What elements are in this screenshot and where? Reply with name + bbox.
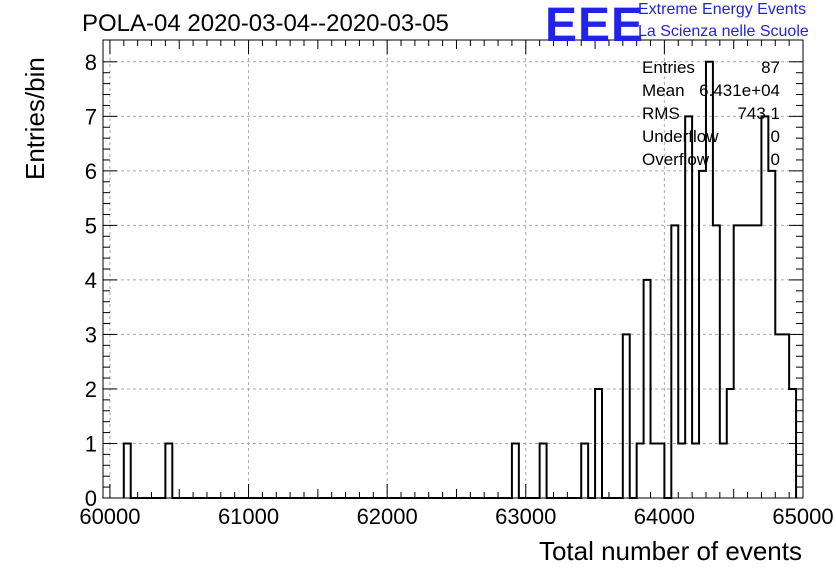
- stat-label: Mean: [642, 81, 685, 100]
- stat-value: 743.1: [737, 104, 780, 123]
- histogram-bin: [789, 389, 796, 498]
- histogram-outline: [122, 60, 798, 499]
- histogram-bin: [720, 443, 727, 498]
- histogram-bin: [775, 334, 782, 498]
- stat-row-rms: RMS 743.1: [642, 104, 780, 127]
- x-tick-label: 60000: [79, 504, 140, 529]
- histogram-bin: [782, 334, 789, 498]
- stat-label: RMS: [642, 104, 680, 123]
- x-tick-label: 65000: [772, 504, 833, 529]
- stats-box: Entries 87 Mean 6.431e+04 RMS 743.1 Unde…: [642, 58, 780, 173]
- stat-row-underflow: Underflow 0: [642, 127, 780, 150]
- histogram-bin: [124, 443, 131, 498]
- x-axis-title: Total number of events: [538, 536, 802, 566]
- y-axis-title: Entries/bin: [20, 57, 50, 180]
- histogram-bin: [644, 280, 651, 498]
- stat-value: 6.431e+04: [699, 81, 780, 100]
- histogram-bin: [581, 443, 588, 498]
- histogram-bin: [671, 225, 678, 498]
- logo-line-1: Extreme Energy Events: [638, 1, 807, 18]
- histogram-bin: [741, 225, 748, 498]
- stat-label: Overflow: [642, 150, 710, 169]
- y-tick-label: 8: [85, 50, 97, 75]
- histogram-bin: [623, 334, 630, 498]
- y-tick-label: 1: [85, 431, 97, 456]
- stat-value: 0: [770, 150, 780, 169]
- stat-row-mean: Mean 6.431e+04: [642, 81, 780, 104]
- y-tick-label: 7: [85, 104, 97, 129]
- histogram-bin: [651, 443, 658, 498]
- chart-title: POLA-04 2020-03-04--2020-03-05: [82, 10, 449, 37]
- histogram-bin: [637, 443, 644, 498]
- histogram-bin: [727, 389, 734, 498]
- y-tick-label: 5: [85, 213, 97, 238]
- eee-logo-mark: EEE: [545, 0, 645, 52]
- stat-row-overflow: Overflow 0: [642, 150, 780, 173]
- logo-line-2: La Scienza nelle Scuole: [638, 23, 809, 40]
- histogram-bin: [595, 389, 602, 498]
- histogram-bin: [540, 443, 547, 498]
- x-tick-label: 63000: [495, 504, 556, 529]
- histogram-bin: [685, 116, 692, 498]
- stat-label: Underflow: [642, 127, 719, 146]
- histogram-bin: [165, 443, 172, 498]
- histogram-bin: [734, 225, 741, 498]
- histogram-bin: [713, 225, 720, 498]
- histogram-bin: [657, 443, 664, 498]
- histogram-bin: [748, 225, 755, 498]
- histogram-bin: [754, 225, 761, 498]
- stat-label: Entries: [642, 58, 695, 77]
- x-tick-label: 64000: [634, 504, 695, 529]
- histogram-bin: [512, 443, 519, 498]
- stat-value: 0: [770, 127, 780, 146]
- x-tick-label: 61000: [218, 504, 279, 529]
- stat-row-entries: Entries 87: [642, 58, 780, 81]
- y-tick-label: 4: [85, 268, 97, 293]
- histogram-bin: [699, 171, 706, 498]
- histogram-bin: [761, 116, 768, 498]
- histogram-bin: [678, 443, 685, 498]
- histogram-bin: [768, 171, 775, 498]
- y-tick-label: 0: [85, 486, 97, 511]
- y-tick-label: 6: [85, 159, 97, 184]
- stat-value: 87: [761, 58, 780, 77]
- x-tick-label: 62000: [357, 504, 418, 529]
- y-tick-label: 3: [85, 322, 97, 347]
- histogram-bin: [692, 443, 699, 498]
- y-tick-label: 2: [85, 377, 97, 402]
